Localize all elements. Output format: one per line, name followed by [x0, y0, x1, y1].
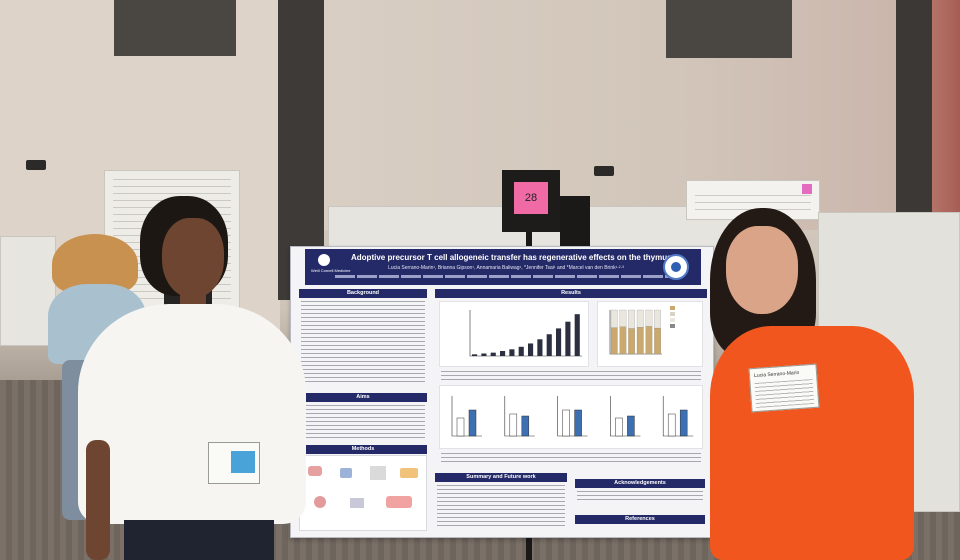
- acknowledgements-text: [577, 491, 703, 503]
- chart1-bar: [537, 339, 543, 356]
- pink-sticker-right: [802, 184, 812, 194]
- chart3-bar: [679, 409, 688, 437]
- summary-text: [437, 485, 565, 529]
- chart2-legend-swatch: [670, 324, 675, 328]
- poster-title: Adoptive precursor T cell allogeneic tra…: [351, 253, 672, 262]
- chart3-bar: [574, 409, 582, 437]
- chart1-bar: [472, 354, 478, 356]
- chart2-bar-segment: [619, 326, 627, 355]
- badge-name-text: Lucia Serrano-Marin: [753, 369, 800, 380]
- poster-header: Weill Cornell Medicine Adoptive precurso…: [305, 249, 701, 285]
- chart3-bar: [667, 413, 676, 437]
- chart1-bar: [490, 352, 496, 356]
- chart2-bar-segment: [628, 328, 635, 355]
- chart3-bar: [627, 415, 635, 437]
- presenter-right-name-badge: Lucia Serrano-Marin: [748, 363, 820, 413]
- chart2-legend-swatch: [670, 318, 675, 322]
- research-poster: Weill Cornell Medicine Adoptive precurso…: [290, 246, 714, 538]
- chart2-axes: [609, 310, 662, 355]
- chart3-bar: [509, 413, 518, 437]
- chart1-bar: [481, 353, 487, 356]
- poster-stand-clip: [560, 196, 590, 250]
- poster-logo-left-text: Weill Cornell Medicine: [311, 268, 351, 273]
- chart3-panel-axes: [557, 396, 588, 437]
- results-caption-1: [441, 371, 701, 381]
- background-board-far-left: [0, 236, 56, 346]
- section-background: Background: [299, 289, 427, 298]
- chart2-bar-segment: [610, 309, 618, 328]
- chart2-bar-segment: [610, 327, 618, 355]
- section-summary: Summary and Future work: [435, 473, 567, 482]
- booth-number-sign: 28: [502, 170, 560, 232]
- presenter-right-orange-shirt: [710, 326, 914, 560]
- chart1-bar: [574, 314, 580, 356]
- section-results: Results: [435, 289, 707, 298]
- presenter-left-white-blouse: [78, 304, 306, 524]
- aims-text: [301, 405, 425, 439]
- chart1-bar: [500, 350, 506, 356]
- chart3-panel-axes: [504, 396, 535, 437]
- chart2-bar-segment: [619, 309, 627, 327]
- presenter-left-dark-skirt: [124, 520, 274, 560]
- chart1-bar: [528, 343, 534, 356]
- chart3-panel-axes: [451, 396, 482, 437]
- chart3-bar: [562, 409, 570, 437]
- chart1-bar: [509, 349, 515, 356]
- weill-cornell-logo-icon: Weill Cornell Medicine: [311, 254, 351, 280]
- chart2-bar-segment: [628, 309, 635, 329]
- wall-outlet-left: [26, 160, 46, 170]
- results-figure-panels: [439, 385, 703, 449]
- results-figure-bar-chart: [439, 301, 589, 367]
- chart3-bar: [615, 417, 623, 437]
- section-aims: Aims: [299, 393, 427, 402]
- presenter-left-face: [162, 218, 224, 298]
- chart2-bar-segment: [636, 309, 644, 328]
- chart2-legend-swatch: [670, 312, 675, 316]
- presenter-left-arm: [86, 440, 110, 560]
- chart1-bar: [565, 321, 571, 356]
- chart3-panel-axes: [610, 396, 641, 437]
- chart2-legend-swatch: [670, 306, 675, 310]
- presenter-right: Lucia Serrano-Marin: [680, 206, 940, 560]
- results-caption-2: [441, 453, 701, 463]
- chart-small-multiples: [451, 396, 694, 437]
- ceiling-vent-left: [114, 0, 236, 56]
- chart3-bar: [468, 409, 477, 437]
- booth-number: 28: [514, 182, 548, 214]
- section-references: References: [575, 515, 705, 524]
- chart2-bar-segment: [645, 309, 653, 327]
- poster-authors: Lucia Serrano-Marin¹, Brianna Gipson¹, A…: [388, 265, 624, 271]
- chart1-bar: [518, 346, 524, 356]
- chart-growth-bars: [469, 310, 582, 357]
- ceiling-vent-right: [666, 0, 792, 58]
- chart2-bar-segment: [645, 326, 653, 355]
- presenter-left: [70, 190, 310, 560]
- chart3-bar: [521, 415, 530, 437]
- institution-seal-icon: [663, 254, 689, 280]
- background-text: [301, 301, 425, 385]
- section-methods: Methods: [299, 445, 427, 454]
- chart1-bar: [546, 334, 552, 356]
- wall-outlet-center: [594, 166, 614, 176]
- chart2-bar-segment: [654, 327, 661, 355]
- section-acknowledgements: Acknowledgements: [575, 479, 705, 488]
- results-figure-stacked-chart: [597, 301, 703, 367]
- chart1-axes: [469, 310, 582, 357]
- chart3-bar: [456, 417, 465, 437]
- chart2-bar-segment: [654, 309, 661, 329]
- methods-diagram: [299, 455, 427, 531]
- chart-stacked-bars: [609, 306, 675, 355]
- chart1-bar: [556, 328, 562, 356]
- poster-affiliations: [335, 275, 675, 278]
- presenter-left-name-badge: [208, 442, 260, 484]
- presenter-right-face: [726, 226, 798, 314]
- chart2-bar-segment: [636, 327, 644, 355]
